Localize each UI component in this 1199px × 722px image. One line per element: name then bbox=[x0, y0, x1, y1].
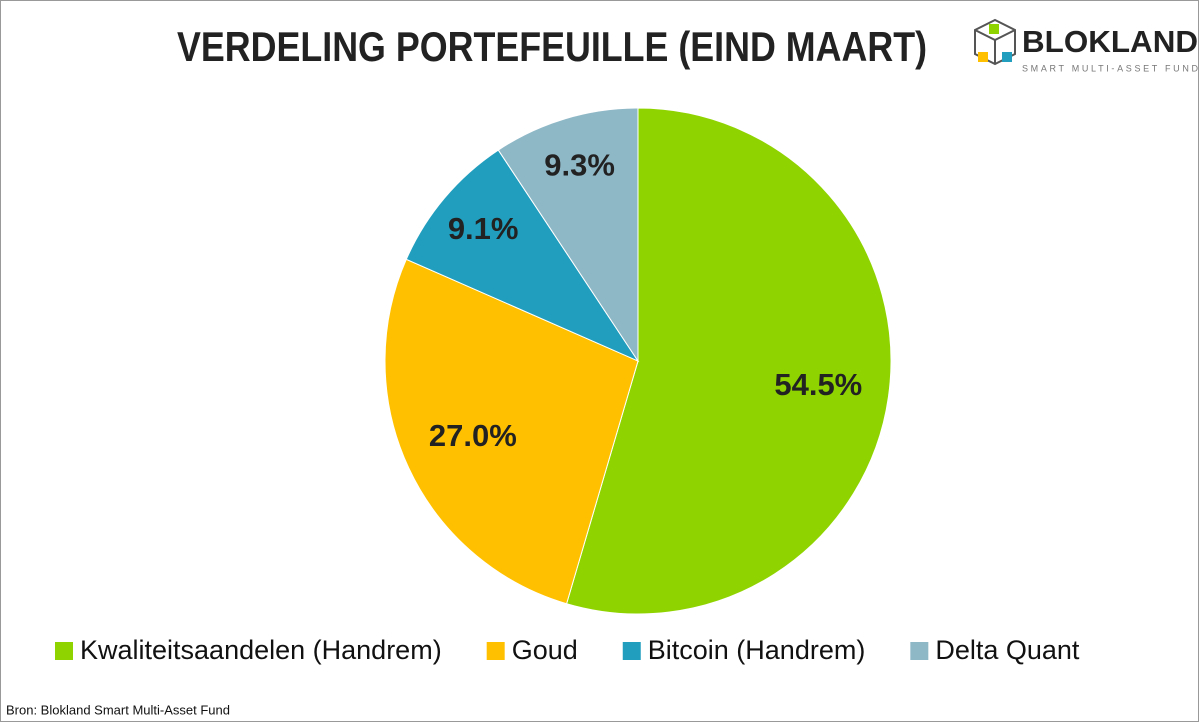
legend-swatch bbox=[486, 642, 505, 660]
pie-slice bbox=[384, 258, 639, 605]
data-label: 27.0% bbox=[429, 418, 517, 453]
legend-swatch bbox=[55, 642, 73, 660]
pie-slice bbox=[565, 107, 892, 615]
pie-slice bbox=[497, 107, 639, 363]
logo-name: BLOKLAND bbox=[1022, 24, 1198, 59]
chart-title: VERDELING PORTEFEUILLE (EIND MAART) bbox=[177, 23, 927, 70]
data-label: 54.5% bbox=[774, 367, 862, 402]
legend-label: Goud bbox=[512, 635, 578, 665]
source: Bron: Blokland Smart Multi-Asset Fund bbox=[6, 702, 230, 717]
legend-swatch bbox=[622, 642, 641, 660]
data-label: 9.1% bbox=[448, 211, 519, 246]
legend-swatch bbox=[910, 642, 929, 660]
legend-label: Bitcoin (Handrem) bbox=[648, 635, 866, 665]
legend-label: Delta Quant bbox=[935, 635, 1080, 665]
data-label: 9.3% bbox=[544, 147, 615, 182]
pie-slice bbox=[405, 149, 640, 363]
legend-label: Kwaliteitsaandelen (Handrem) bbox=[80, 635, 442, 665]
